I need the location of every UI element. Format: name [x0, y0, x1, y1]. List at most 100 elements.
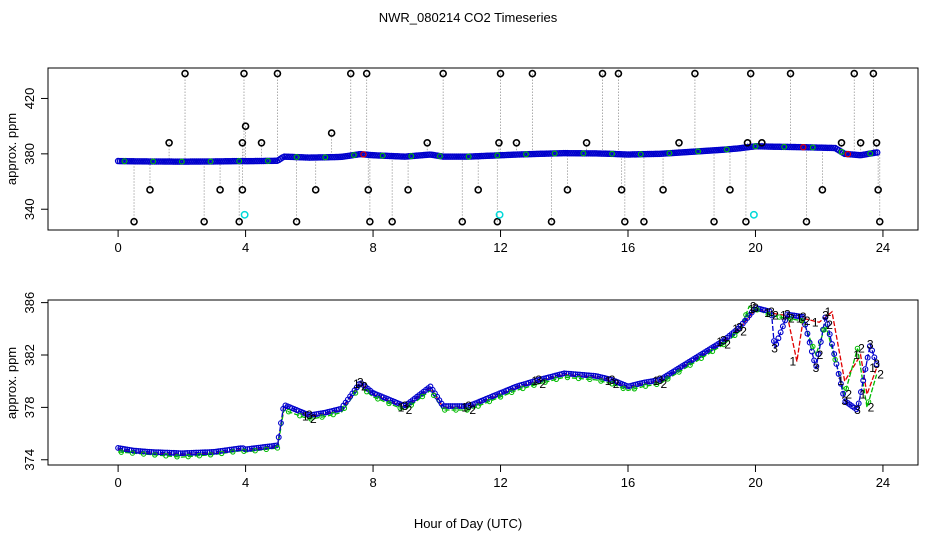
series-3-label: 3 [609, 373, 616, 387]
series-2-point [285, 409, 292, 415]
panel-2-y-axis: 374 378 382 386 [22, 292, 49, 471]
series-2-label: 2 [750, 300, 757, 314]
panel-1-x-tick-label: 4 [242, 240, 249, 255]
series-1-label: 1 [796, 311, 803, 325]
baseline-point-2 [838, 148, 845, 155]
flagged-point [528, 69, 537, 78]
series-3-label: 3 [813, 361, 820, 375]
series-3-point [835, 370, 842, 377]
series-2-label: 2 [804, 314, 811, 328]
baseline-point-2 [551, 150, 558, 157]
baseline-point-2 [494, 152, 501, 159]
series-3-point [837, 380, 844, 387]
series-3-point [869, 347, 876, 354]
panel-2-y-tick-label: 382 [22, 344, 37, 366]
series-2-label: 2 [858, 341, 865, 355]
series-2-label: 2 [788, 311, 795, 325]
flagged-point [311, 186, 320, 194]
flagged-point [238, 138, 247, 147]
baseline-point-2 [150, 158, 157, 165]
series-3-label: 3 [841, 394, 848, 408]
series-3-label: 3 [854, 403, 861, 417]
panel-2-x-tick-label: 24 [876, 475, 890, 490]
series-2-point [531, 382, 537, 388]
series-3-label: 3 [357, 376, 364, 390]
series-2-point [698, 355, 704, 361]
series-2-point [810, 343, 816, 350]
flagged-point [617, 186, 626, 194]
series-2-point [319, 414, 325, 420]
flagged-point [710, 217, 718, 226]
flagged-point [146, 186, 154, 194]
baseline-point-2 [666, 150, 673, 157]
panel-1-x-tick-label: 0 [114, 240, 121, 255]
flagged-point [235, 217, 244, 226]
series-3-label: 3 [535, 373, 542, 387]
series-3-line [117, 307, 878, 454]
flagged-point [474, 186, 483, 194]
series-2-label: 2 [772, 309, 779, 323]
series-3-point [273, 442, 280, 449]
flagged-point [364, 186, 373, 194]
baseline-point-1 [844, 150, 852, 158]
flagged-point [181, 69, 189, 78]
series-2-point [308, 416, 314, 422]
series-3-point [862, 366, 869, 373]
panel-2-x-tick-label: 0 [114, 475, 121, 490]
series-2-point [252, 448, 258, 454]
series-2-point [352, 390, 359, 396]
panel-1-data [114, 69, 884, 226]
series-2-point [676, 369, 682, 375]
panel-2-x-axis: 0 4 8 12 16 20 24 [114, 464, 890, 490]
panel-1-x-tick-label: 20 [748, 240, 762, 255]
series-1-label: 1 [653, 374, 660, 388]
flagged-point [837, 138, 846, 147]
series-2-point [152, 452, 158, 458]
special-point [749, 210, 758, 219]
series-1-label: 1 [605, 374, 612, 388]
series-2-point [620, 385, 626, 392]
series-2-point [129, 450, 136, 456]
series-3-point [829, 341, 835, 348]
series-3-point [811, 357, 818, 364]
flagged-point [496, 69, 505, 78]
baseline-point-2 [236, 158, 243, 165]
series-2-label: 2 [310, 412, 317, 426]
panel-1-y-tick-label: 340 [22, 198, 37, 220]
series-2-point [520, 385, 526, 392]
flagged-point [818, 186, 827, 194]
series-2-point [163, 453, 169, 459]
series-1-label: 1 [837, 374, 844, 388]
panel-1: 0 4 8 12 16 20 24 340 380 420 approx. ppm [4, 67, 919, 255]
series-1-label: 1 [353, 377, 360, 391]
flagged-point [238, 186, 247, 194]
series-3-point [775, 335, 782, 342]
baseline-point-2 [609, 150, 616, 157]
flagged-point [362, 69, 371, 78]
series-2-label: 2 [817, 348, 824, 362]
series-2-point [765, 311, 771, 318]
series-2-point [297, 413, 303, 419]
flagged-point [563, 186, 572, 194]
series-3-point [822, 314, 829, 321]
series-2-point [497, 394, 504, 400]
panel-1-x-tick-label: 12 [493, 240, 507, 255]
flagged-point [746, 69, 755, 78]
series-2-point [475, 403, 481, 409]
series-3-label: 3 [867, 338, 874, 352]
series-3-point [860, 377, 867, 384]
series-1-label: 1 [748, 302, 755, 316]
series-2-point [575, 375, 582, 382]
panel-2-x-tick-label: 8 [369, 475, 376, 490]
baseline-point-2 [637, 151, 644, 158]
flagged-point [495, 138, 503, 147]
baseline-point-2 [867, 150, 874, 157]
flagged-point [493, 217, 502, 226]
series-3-point [853, 406, 860, 413]
baseline-point-2 [207, 158, 214, 165]
series-2-point [274, 445, 281, 451]
baseline-point [873, 149, 881, 156]
